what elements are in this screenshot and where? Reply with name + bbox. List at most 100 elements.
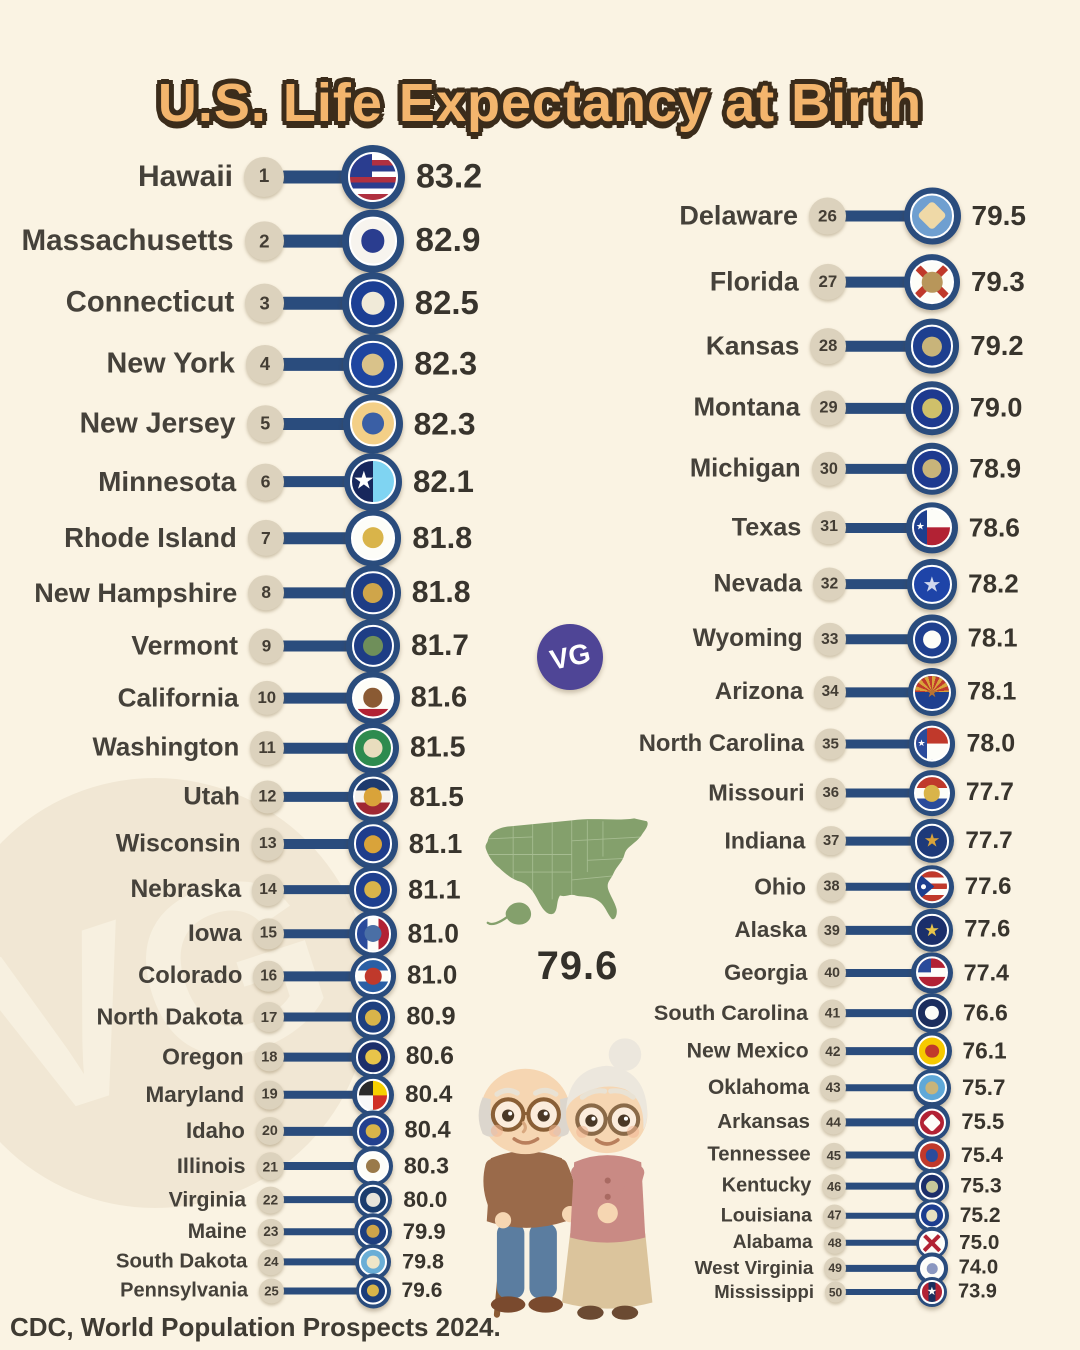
state-row: Oregon 18 80.6 — [0, 1035, 1080, 1079]
rank-badge: 17 — [254, 1002, 284, 1033]
state-flag-icon — [904, 318, 960, 374]
rank-badge: 19 — [255, 1080, 284, 1110]
value-label: 80.9 — [406, 1002, 456, 1031]
state-flag-icon — [341, 209, 405, 273]
state-row: California 10 81.6 — [0, 671, 1080, 725]
state-flag-icon — [910, 864, 954, 909]
value-label: 80.3 — [403, 1152, 449, 1179]
flag-star: ★ — [917, 738, 926, 749]
connector-line — [840, 836, 932, 846]
value-label: 79.8 — [402, 1249, 444, 1274]
flag-emblem — [922, 398, 942, 419]
flag-face — [918, 1141, 946, 1170]
state-row: Wyoming 33 78.1 — [0, 614, 1080, 664]
state-name-label: New Mexico — [686, 1038, 809, 1063]
rank-badge: 41 — [819, 999, 846, 1027]
state-name-label: Utah — [183, 782, 240, 811]
connector-line — [278, 742, 373, 754]
rank-badge: 6 — [247, 463, 284, 501]
flag-emblem — [362, 527, 384, 549]
state-flag-icon — [344, 509, 402, 567]
vg-logo-text: VG — [546, 637, 593, 676]
flag-emblem — [366, 1255, 380, 1269]
flag-face — [349, 340, 397, 388]
flag-emblem — [362, 412, 384, 435]
rank-badge: 4 — [245, 345, 284, 384]
connector-line — [840, 463, 932, 475]
state-row: Rhode Island 7 81.8 — [0, 509, 1080, 567]
state-row: Illinois 21 80.3 — [0, 1146, 1080, 1187]
state-row: North Dakota 17 80.9 — [0, 995, 1080, 1040]
flag-emblem — [361, 292, 385, 315]
flag-face — [915, 956, 949, 989]
state-flag-icon — [348, 819, 398, 869]
rank-badge: 47 — [823, 1204, 846, 1228]
state-name-label: New Jersey — [79, 407, 236, 440]
flag-emblem — [922, 459, 942, 479]
state-row: Maine 23 79.9 — [0, 1212, 1080, 1251]
rank-badge: 44 — [821, 1109, 846, 1135]
state-flag-icon — [342, 334, 404, 395]
state-row: Georgia 40 77.4 — [0, 951, 1080, 994]
rank-badge: 20 — [255, 1117, 284, 1146]
state-row: Ohio 38 77.6 — [0, 864, 1080, 909]
flag-hoist-band — [915, 727, 928, 761]
connector-line — [278, 532, 373, 544]
connector-line — [278, 1287, 373, 1295]
flag-face: ★ — [915, 913, 949, 947]
connector-line — [840, 1289, 932, 1296]
vg-watermark: VG — [0, 778, 370, 1208]
connector-line — [840, 1047, 932, 1056]
flag-emblem — [925, 1044, 939, 1059]
value-label: 75.7 — [961, 1074, 1006, 1100]
value-label: 82.9 — [415, 221, 481, 259]
state-flag-icon — [905, 381, 959, 436]
connector-line — [840, 739, 932, 749]
state-row: Oklahoma 43 75.7 — [0, 1068, 1080, 1107]
flag-face: ★ — [350, 459, 396, 505]
rank-badge: 23 — [257, 1218, 284, 1245]
flag-emblem — [923, 784, 941, 802]
flag-emblem — [362, 582, 384, 604]
rank-badge: 46 — [822, 1174, 846, 1199]
state-name-label: Nevada — [713, 569, 802, 598]
state-name-label: Maine — [187, 1219, 247, 1243]
flag-face — [910, 324, 954, 368]
state-name-label: Arkansas — [717, 1110, 810, 1134]
flag-face — [348, 279, 397, 328]
state-flag-icon — [907, 614, 957, 664]
rank-badge: 7 — [247, 519, 284, 557]
state-flag-icon — [350, 995, 396, 1040]
state-flag-icon — [347, 722, 399, 775]
state-name-label: Wisconsin — [115, 829, 241, 858]
flag-emblem — [366, 1192, 380, 1207]
rank-badge: 27 — [809, 263, 846, 301]
state-flag-icon — [913, 1104, 951, 1141]
elderly-couple-illustration — [448, 1018, 680, 1333]
state-name-label: Kentucky — [721, 1174, 812, 1197]
page-title: U.S. Life Expectancy at Birth — [157, 73, 923, 134]
state-name-label: Tennessee — [707, 1143, 811, 1166]
value-label: 82.3 — [413, 405, 476, 442]
flag-face — [351, 624, 395, 668]
value-label: 77.7 — [965, 826, 1013, 854]
rank-badge: 29 — [811, 390, 846, 426]
flag-canton — [917, 958, 932, 973]
flag-emblem — [917, 201, 947, 231]
flag-face — [918, 1172, 946, 1200]
value-label: 78.2 — [968, 568, 1019, 599]
value-label: 81.6 — [410, 681, 468, 714]
flag-face — [348, 152, 398, 202]
state-flag-icon — [345, 618, 401, 674]
value-label: 81.0 — [407, 918, 459, 949]
rank-badge: 50 — [825, 1281, 846, 1303]
source-note: CDC, World Population Prospects 2024. — [10, 1312, 501, 1342]
state-flag-icon — [345, 565, 401, 621]
state-flag-icon — [346, 671, 400, 725]
state-flag-icon — [352, 1110, 394, 1152]
flag-emblem — [924, 1005, 940, 1020]
flag-face — [912, 620, 952, 659]
state-flag-icon: ★ — [344, 452, 402, 511]
rank-badge: 43 — [820, 1074, 846, 1101]
flag-face — [353, 824, 393, 864]
